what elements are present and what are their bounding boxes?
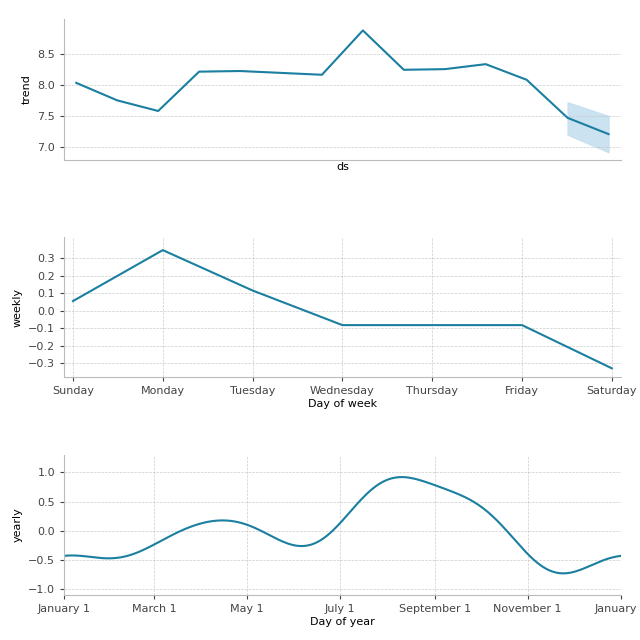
X-axis label: ds: ds: [336, 163, 349, 172]
Y-axis label: yearly: yearly: [12, 508, 22, 542]
X-axis label: Day of week: Day of week: [308, 399, 377, 409]
X-axis label: Day of year: Day of year: [310, 617, 375, 627]
Y-axis label: trend: trend: [22, 74, 31, 104]
Y-axis label: weekly: weekly: [12, 287, 22, 327]
